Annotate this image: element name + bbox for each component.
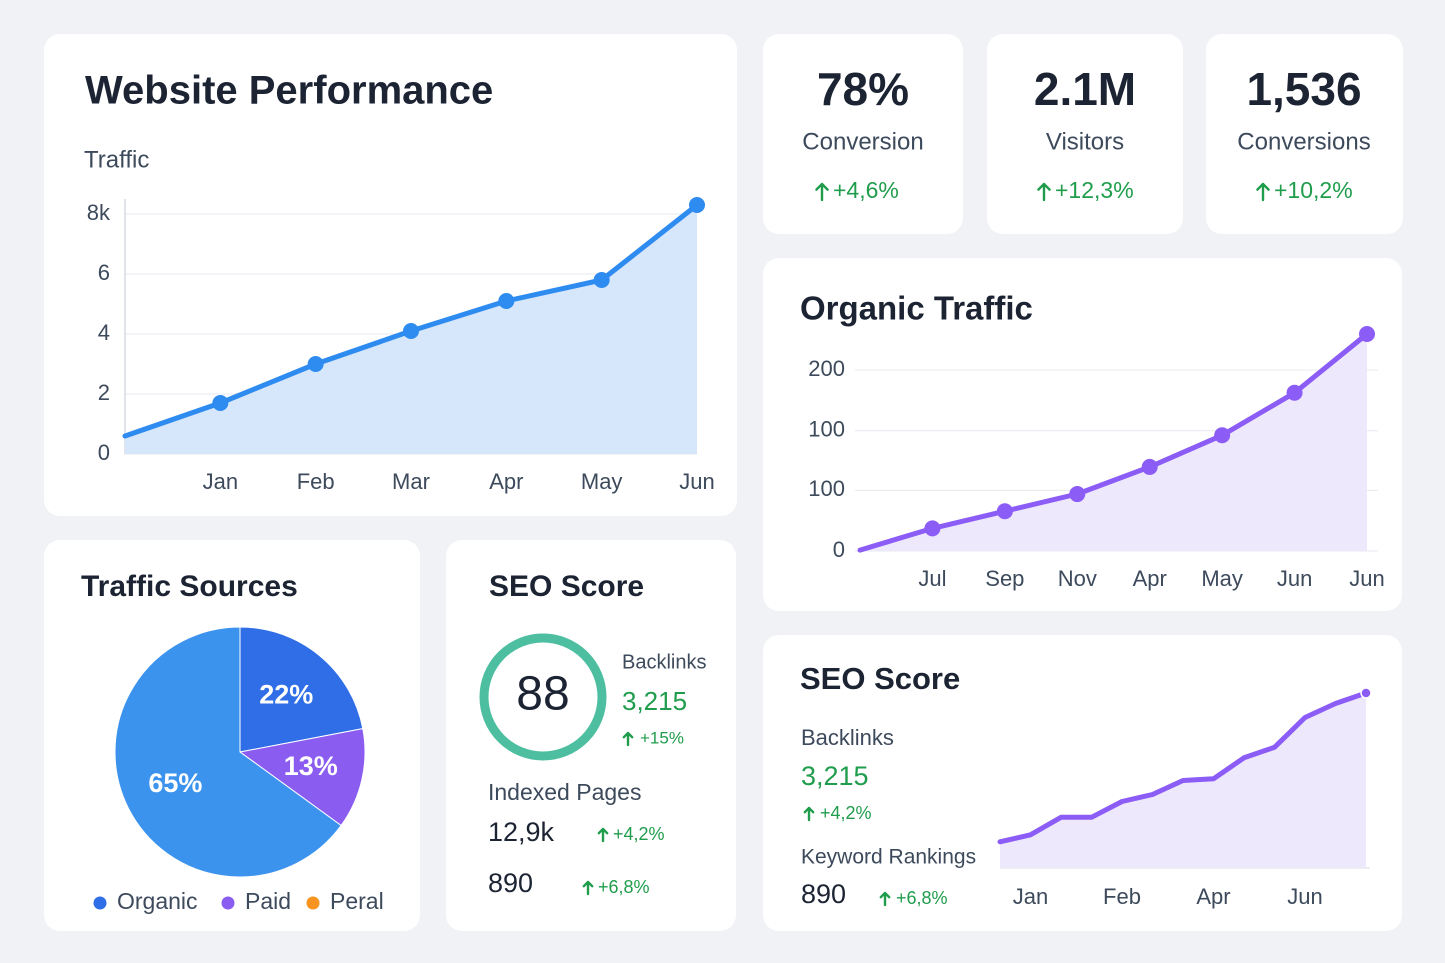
x-tick-label: Jun — [679, 469, 714, 494]
x-tick-label: May — [1201, 566, 1243, 591]
y-tick-label: 8k — [87, 200, 111, 225]
slice-label: 22% — [259, 679, 313, 709]
y-tick-label: 4 — [98, 320, 110, 345]
card — [987, 34, 1183, 234]
legend-label: Peral — [330, 888, 384, 914]
x-tick-label: Apr — [1133, 566, 1167, 591]
legend-label: Organic — [117, 888, 198, 914]
y-tick-label: 2 — [98, 380, 110, 405]
kpi-label: Visitors — [1046, 128, 1124, 155]
x-tick-label: May — [581, 469, 623, 494]
metric-label: Backlinks — [801, 725, 894, 750]
score-ring — [479, 633, 607, 761]
x-tick-label: Apr — [1196, 884, 1230, 909]
metric-value: 12,9k — [488, 817, 555, 847]
up-arrow — [803, 806, 815, 822]
pie-slice — [239, 626, 364, 753]
x-tick-label: Feb — [1103, 884, 1141, 909]
marker — [924, 520, 941, 537]
slice-label: 13% — [284, 751, 338, 781]
kpi-value: 2.1M — [1034, 63, 1136, 115]
up-arrow — [1256, 182, 1270, 202]
metric-value: 890 — [488, 868, 533, 898]
legend-swatch — [306, 896, 320, 910]
up-arrow — [879, 891, 891, 907]
metric-value: 3,215 — [801, 761, 869, 791]
metric-change: +4,2% — [820, 803, 872, 823]
marker — [403, 323, 419, 339]
kpi-change: +4,6% — [833, 177, 899, 203]
up-arrow — [597, 827, 609, 843]
axis-title: Traffic — [84, 146, 149, 173]
area — [125, 205, 697, 454]
marker — [1286, 384, 1303, 401]
chart-title: Organic Traffic — [800, 290, 1033, 327]
chart-title: Website Performance — [85, 69, 493, 113]
metric-label: Backlinks — [622, 651, 706, 673]
pie-slice — [114, 626, 342, 878]
card — [763, 34, 963, 234]
legend-label: Paid — [245, 888, 291, 914]
x-tick-label: Jun — [1287, 884, 1322, 909]
legend-swatch — [93, 896, 107, 910]
marker — [593, 272, 610, 288]
chart-title: Traffic Sources — [81, 570, 298, 603]
card — [1206, 34, 1403, 234]
line — [857, 331, 1370, 553]
x-tick-label: Jun — [1277, 566, 1312, 591]
y-tick-label: 100 — [808, 476, 845, 501]
marker — [1141, 458, 1158, 475]
x-tick-label: Jun — [1349, 566, 1384, 591]
up-arrow — [815, 182, 829, 202]
metric-label: Keyword Rankings — [801, 846, 976, 869]
metric-change: +15% — [640, 728, 684, 747]
marker — [1214, 427, 1231, 444]
metric-label: Indexed Pages — [488, 779, 641, 805]
x-tick-label: Jan — [203, 469, 238, 494]
marker — [1359, 326, 1375, 342]
x-tick-label: Mar — [392, 469, 430, 494]
metric-value: 3,215 — [622, 686, 687, 716]
marker — [498, 293, 515, 309]
x-tick-label: Feb — [297, 469, 335, 494]
x-tick-label: Jul — [918, 566, 946, 591]
up-arrow — [582, 880, 594, 896]
x-tick-label: Apr — [489, 469, 523, 494]
kpi-change: +12,3% — [1055, 177, 1134, 203]
score-value: 88 — [516, 668, 569, 721]
x-tick-label: Nov — [1058, 566, 1097, 591]
marker — [689, 197, 705, 213]
kpi-change: +10,2% — [1274, 177, 1353, 203]
marker — [1360, 687, 1372, 699]
x-tick-label: Jan — [1013, 884, 1048, 909]
line — [997, 690, 1369, 845]
marker — [1069, 486, 1086, 503]
kpi-label: Conversions — [1237, 128, 1370, 155]
marker — [212, 395, 229, 411]
y-tick-label: 200 — [808, 356, 845, 381]
y-tick-label: 100 — [808, 417, 845, 442]
slice-label: 65% — [148, 768, 202, 798]
metric-change: +4,2% — [613, 824, 665, 844]
y-tick-label: 6 — [98, 260, 110, 285]
metric-change: +6,8% — [598, 877, 650, 897]
metric-value: 890 — [801, 879, 846, 909]
marker — [996, 503, 1013, 520]
legend-swatch — [221, 896, 235, 910]
metric-change: +6,8% — [896, 888, 948, 908]
up-arrow — [1037, 182, 1051, 202]
kpi-value: 1,536 — [1246, 63, 1361, 115]
area — [860, 334, 1367, 551]
y-tick-label: 0 — [98, 440, 110, 465]
pie-slice — [238, 727, 366, 827]
card-title: SEO Score — [489, 570, 644, 603]
chart-title: SEO Score — [800, 661, 960, 696]
marker — [307, 356, 324, 372]
x-tick-label: Sep — [985, 566, 1024, 591]
kpi-value: 78% — [817, 63, 909, 115]
kpi-label: Conversion — [802, 128, 923, 155]
y-tick-label: 0 — [833, 537, 845, 562]
up-arrow — [622, 731, 634, 747]
